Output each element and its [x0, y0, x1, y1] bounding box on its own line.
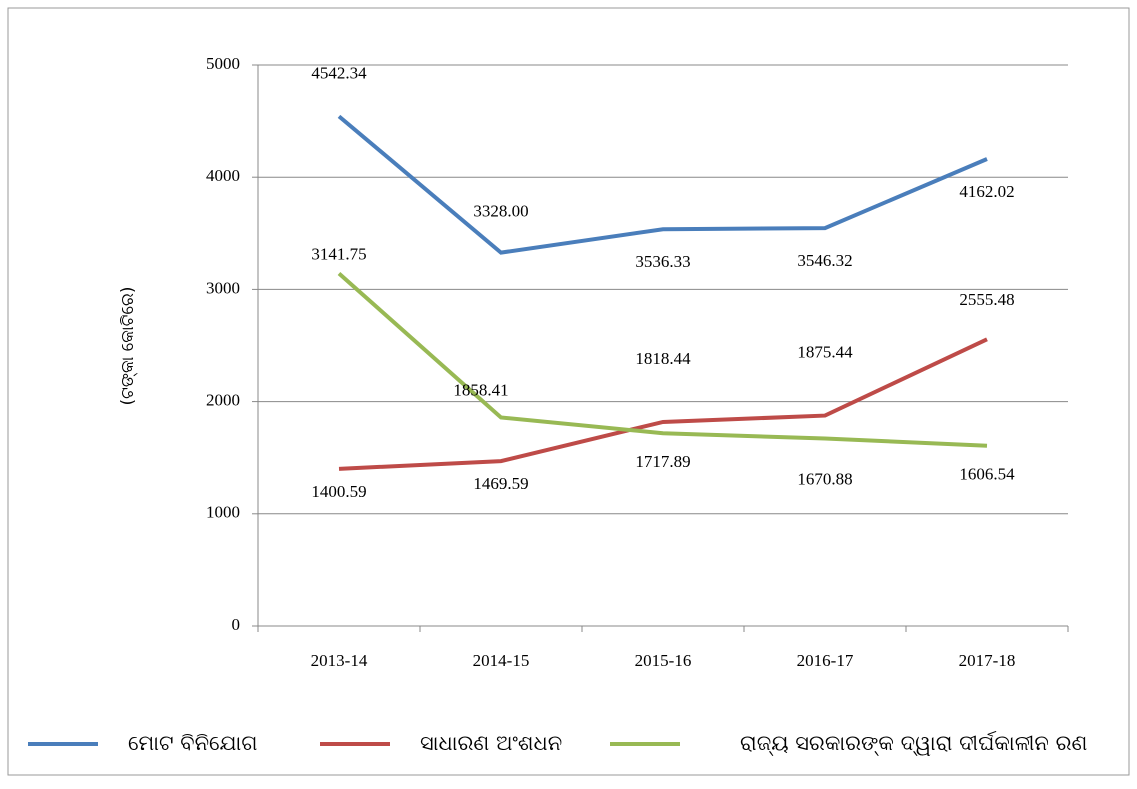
data-label: 1858.41 [453, 380, 508, 399]
series-line [338, 337, 988, 471]
data-label: 4162.02 [959, 182, 1014, 201]
data-label: 3536.33 [635, 252, 690, 271]
data-label: 1606.54 [959, 465, 1015, 484]
data-label: 4542.34 [311, 63, 367, 82]
x-tick-label: 2013-14 [311, 651, 368, 670]
x-tick-label: 2015-16 [635, 651, 692, 670]
legend-label: ରାଜ୍ୟ ସରକାରଙ୍କ ଦ୍ୱାରା ଦୀର୍ଘକାଳୀନ ରଣ [740, 731, 1087, 756]
data-label: 1717.89 [635, 452, 690, 471]
series-line [337, 114, 988, 255]
data-label: 1469.59 [473, 474, 528, 493]
y-tick-label: 0 [232, 615, 241, 634]
data-label: 3141.75 [311, 244, 366, 263]
y-tick-label: 4000 [206, 166, 240, 185]
data-label: 1818.44 [635, 349, 691, 368]
x-tick-label: 2016-17 [797, 651, 854, 670]
y-tick-label: 3000 [206, 278, 240, 297]
data-label: 2555.48 [959, 290, 1014, 309]
x-tick-label: 2014-15 [473, 651, 530, 670]
data-label: 1400.59 [311, 482, 366, 501]
data-label: 1670.88 [797, 469, 852, 488]
legend-label: ମୋଟ ବିନିଯୋଗ [128, 731, 257, 755]
data-label: 3546.32 [797, 251, 852, 270]
y-tick-label: 2000 [206, 391, 240, 410]
y-tick-label: 5000 [206, 54, 240, 73]
data-label: 1875.44 [797, 342, 853, 361]
y-axis-label: (ଟଙ୍କା କୋଟିରେ) [118, 286, 138, 405]
y-tick-label: 1000 [206, 503, 240, 522]
data-label: 3328.00 [473, 202, 528, 221]
series-line [337, 272, 988, 448]
x-tick-label: 2017-18 [959, 651, 1016, 670]
legend-label: ସାଧାରଣ ଅଂଶଧନ [420, 731, 562, 755]
chart-border [7, 7, 1130, 776]
